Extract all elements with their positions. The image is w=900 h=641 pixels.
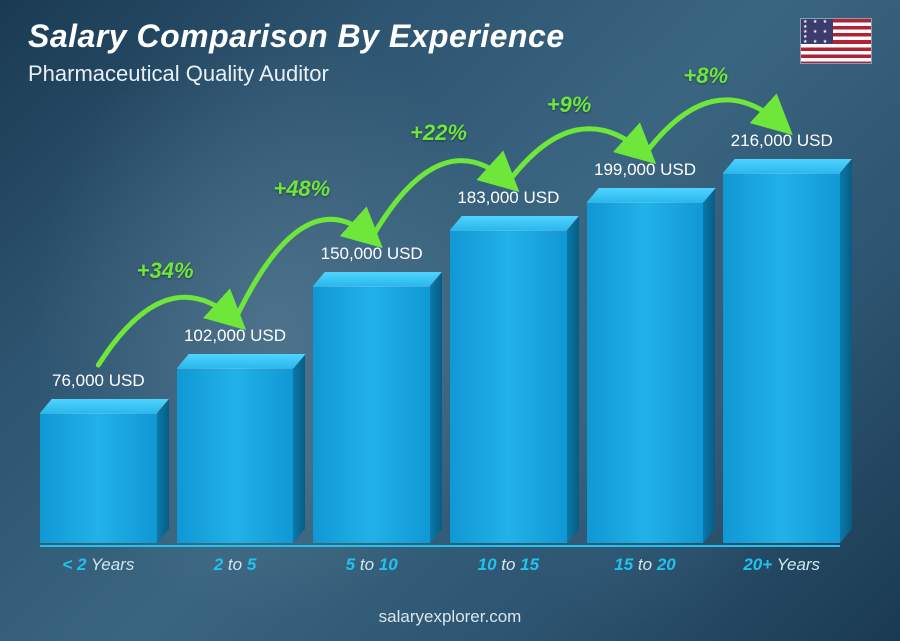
bar-slot: 76,000 USD [40, 371, 157, 543]
footer-source: salaryexplorer.com [0, 607, 900, 627]
increase-label: +48% [273, 176, 330, 202]
bar [587, 188, 704, 543]
bar-value-label: 102,000 USD [184, 326, 286, 346]
x-axis-label: 5 to 10 [313, 555, 430, 575]
bar-value-label: 150,000 USD [321, 244, 423, 264]
bar-value-label: 76,000 USD [52, 371, 145, 391]
increase-label: +22% [410, 120, 467, 146]
x-axis-label: < 2 Years [40, 555, 157, 575]
bar [313, 272, 430, 543]
bar [450, 216, 567, 543]
increase-label: +8% [683, 63, 728, 89]
bar-slot: 199,000 USD [587, 160, 704, 543]
x-axis-label: 20+ Years [723, 555, 840, 575]
bar-value-label: 183,000 USD [457, 188, 559, 208]
x-axis-label: 15 to 20 [587, 555, 704, 575]
bar-slot: 150,000 USD [313, 244, 430, 543]
bar-value-label: 199,000 USD [594, 160, 696, 180]
bar-slot: 183,000 USD [450, 188, 567, 543]
page-title: Salary Comparison By Experience [28, 18, 872, 55]
increase-label: +9% [547, 92, 592, 118]
page-subtitle: Pharmaceutical Quality Auditor [28, 61, 872, 87]
bar-slot: 102,000 USD [177, 326, 294, 543]
bar [40, 399, 157, 543]
x-axis-label: 2 to 5 [177, 555, 294, 575]
increase-label: +34% [137, 258, 194, 284]
bar [723, 159, 840, 543]
country-flag-icon: ★ ★ ★ ★★ ★ ★ ★★ ★ ★ ★★ ★ ★ ★★ ★ ★ ★ [800, 18, 872, 64]
bar-value-label: 216,000 USD [731, 131, 833, 151]
bar [177, 354, 294, 543]
salary-bar-chart: 76,000 USD 102,000 USD 150,000 USD 183,000 … [40, 130, 840, 571]
header: Salary Comparison By Experience Pharmace… [28, 18, 872, 87]
bar-slot: 216,000 USD [723, 131, 840, 543]
x-axis-label: 10 to 15 [450, 555, 567, 575]
